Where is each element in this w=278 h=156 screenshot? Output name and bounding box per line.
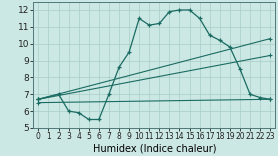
X-axis label: Humidex (Indice chaleur): Humidex (Indice chaleur)	[93, 144, 216, 154]
